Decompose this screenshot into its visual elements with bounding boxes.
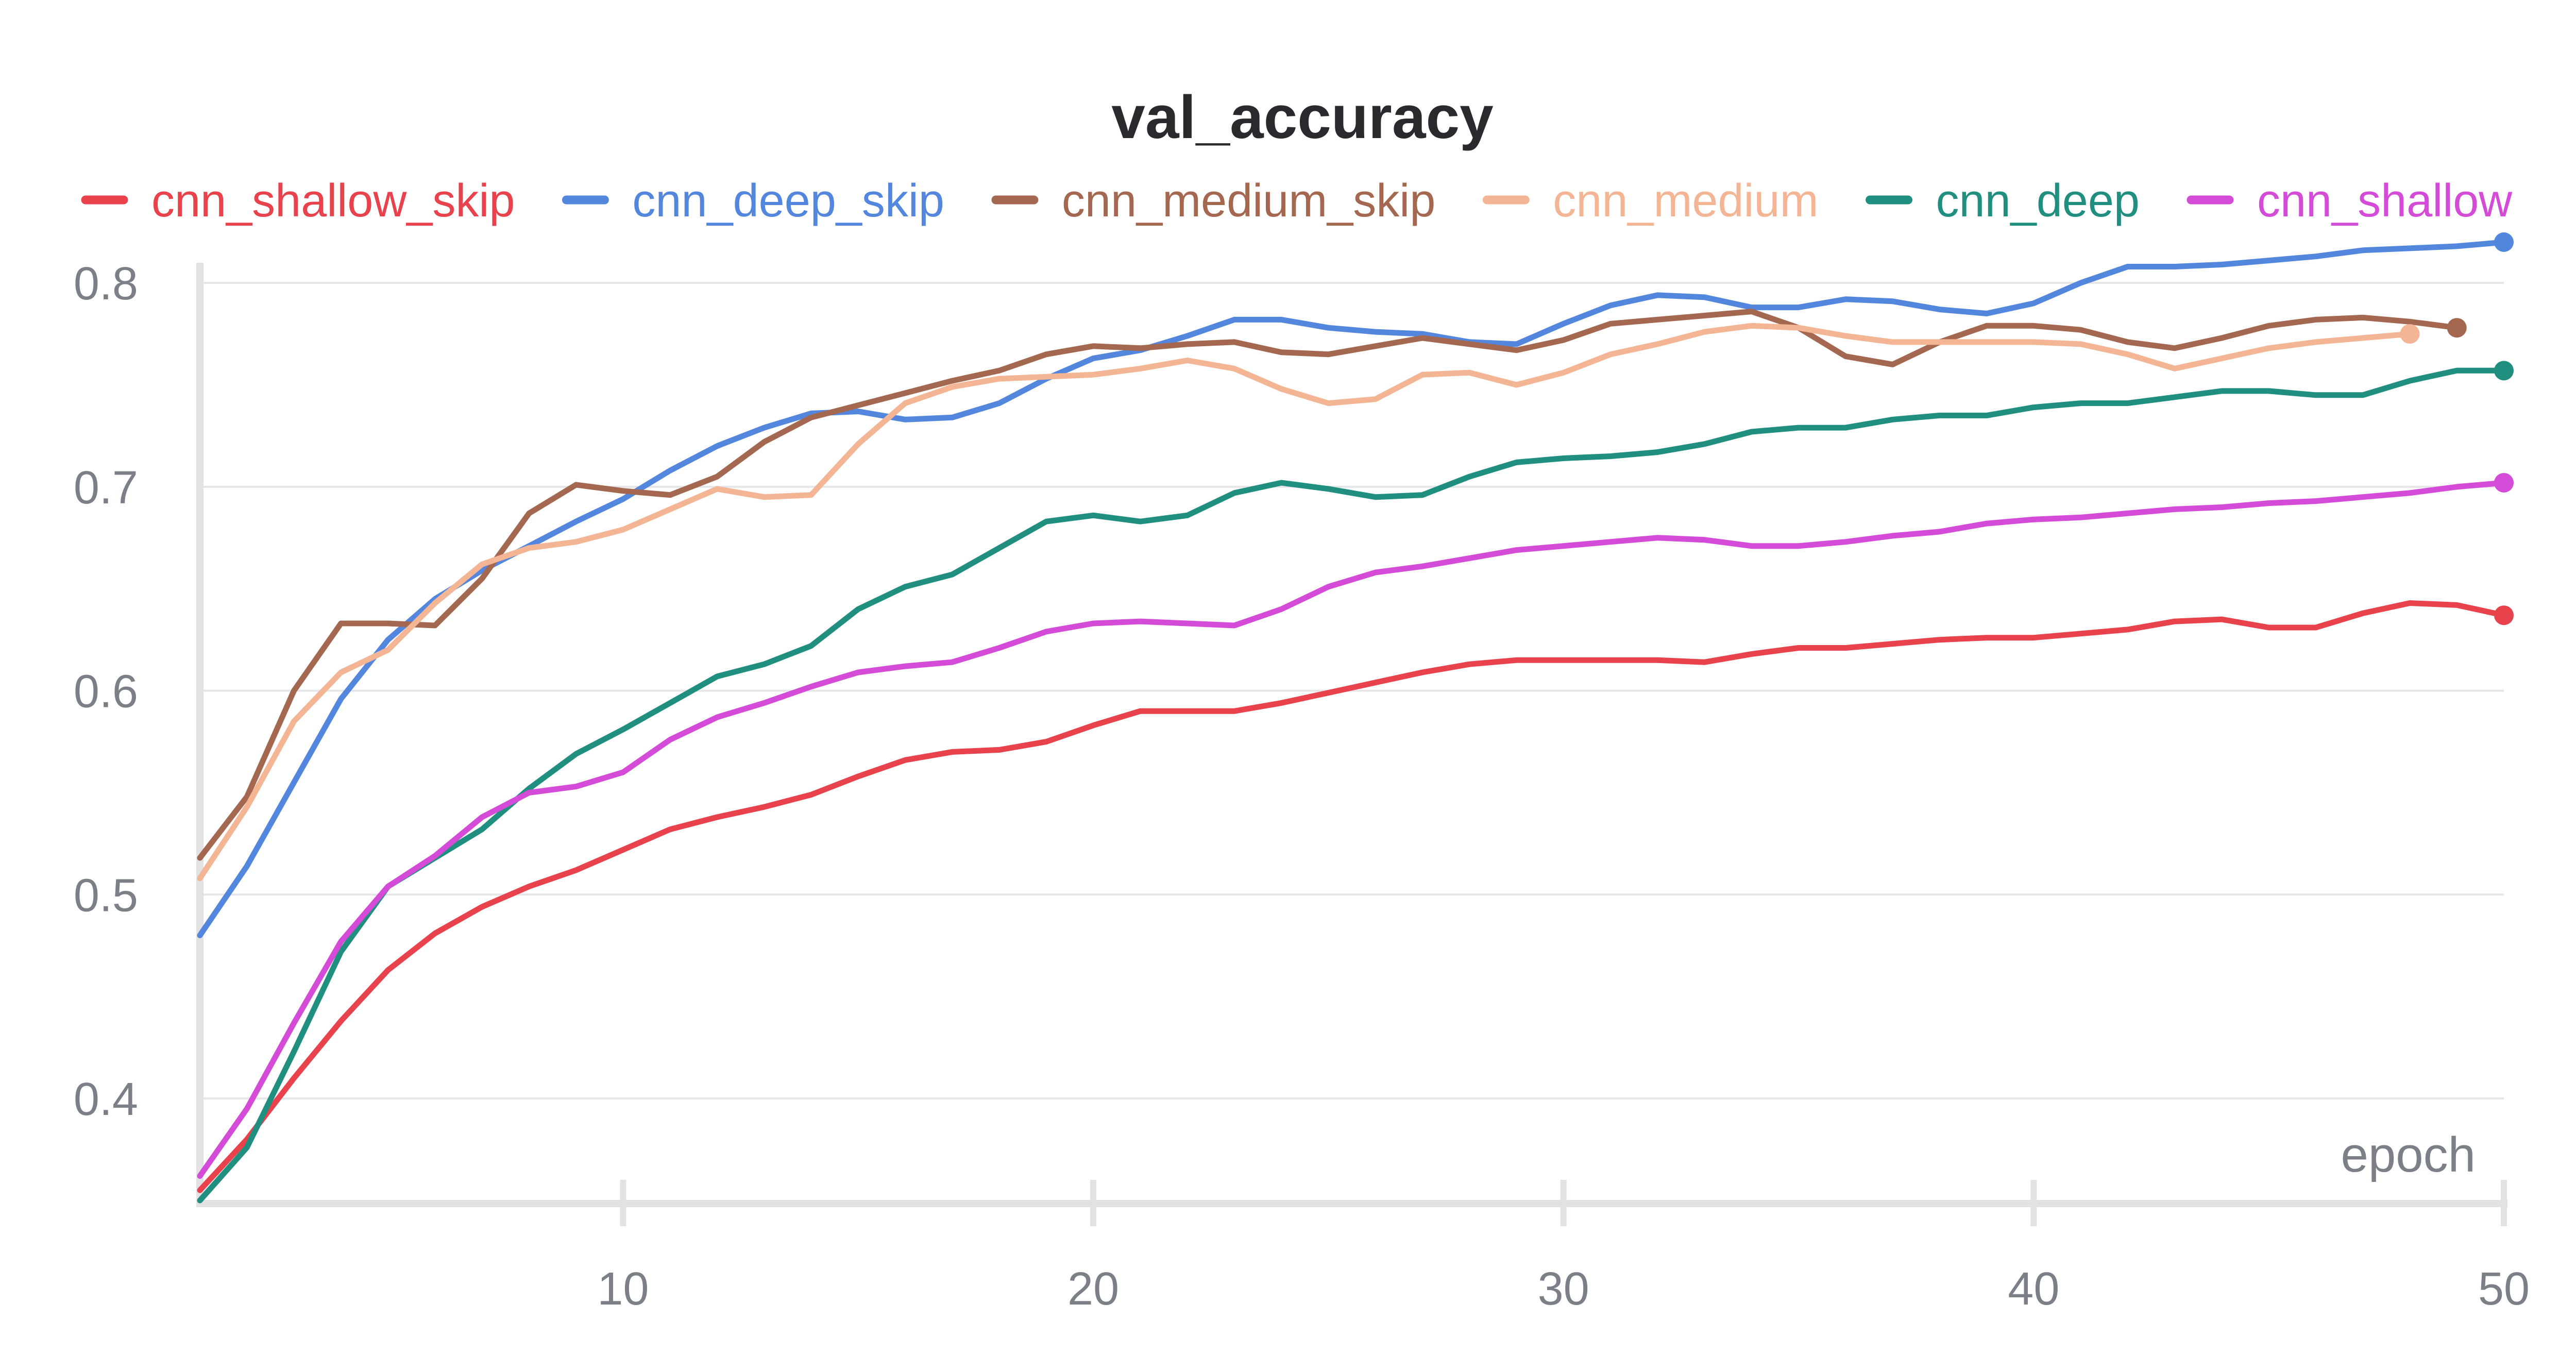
axes [196, 263, 2507, 1226]
series-end-marker-cnn-medium-skip [2447, 318, 2467, 338]
series-line-cnn-shallow-skip [197, 600, 2507, 1193]
y-tick-label: 0.4 [74, 1074, 138, 1125]
x-axis-label: epoch [2341, 1127, 2476, 1182]
legend[interactable]: cnn_shallow_skip cnn_deep_skip cnn_medium_… [81, 175, 2513, 227]
x-tick-label: 30 [1538, 1263, 1589, 1315]
series-line-cnn-shallow [197, 480, 2507, 1179]
series-cnn-medium [197, 323, 2420, 882]
legend-item-cnn-shallow[interactable]: cnn_shallow [2187, 175, 2513, 227]
series-end-marker-cnn-shallow [2494, 472, 2514, 493]
series-cnn-shallow-skip [197, 600, 2514, 1193]
series-line-cnn-medium-skip [197, 309, 2460, 861]
legend-label-cnn-medium: cnn_medium [1553, 175, 1818, 227]
x-tick-label: 10 [597, 1263, 649, 1315]
legend-label-cnn-medium-skip: cnn_medium_skip [1062, 175, 1435, 227]
series-cnn-deep-skip [197, 232, 2514, 938]
y-tick-labels: 0.4 0.5 0.6 0.7 0.8 [74, 258, 138, 1125]
series-end-marker-cnn-shallow-skip [2494, 605, 2514, 625]
x-tick-label: 40 [2008, 1263, 2059, 1315]
legend-item-cnn-deep-skip[interactable]: cnn_deep_skip [562, 175, 944, 227]
x-tick-label: 20 [1067, 1263, 1119, 1315]
legend-item-cnn-deep[interactable]: cnn_deep [1866, 175, 2140, 227]
series-cnn-shallow [197, 472, 2514, 1179]
legend-label-cnn-deep: cnn_deep [1936, 175, 2140, 227]
series-line-cnn-medium [197, 323, 2413, 882]
gridlines [200, 282, 2504, 1100]
y-tick-label: 0.5 [74, 870, 138, 921]
series-end-marker-cnn-deep-skip [2494, 232, 2514, 252]
y-tick-label: 0.8 [74, 258, 138, 310]
legend-item-cnn-medium-skip[interactable]: cnn_medium_skip [991, 175, 1435, 227]
legend-item-cnn-medium[interactable]: cnn_medium [1482, 175, 1819, 227]
legend-label-cnn-shallow-skip: cnn_shallow_skip [151, 175, 515, 227]
legend-label-cnn-shallow: cnn_shallow [2257, 175, 2513, 227]
y-tick-label: 0.6 [74, 666, 138, 718]
y-tick-label: 0.7 [74, 462, 138, 514]
series-group [197, 232, 2514, 1204]
series-cnn-deep [197, 361, 2514, 1204]
series-end-marker-cnn-deep [2494, 361, 2514, 381]
series-cnn-medium-skip [197, 309, 2467, 861]
series-end-marker-cnn-medium [2400, 324, 2420, 344]
chart-title: val_accuracy [1111, 83, 1493, 151]
series-line-cnn-deep-skip [197, 239, 2507, 938]
x-tick-labels: 10 20 30 40 50 [597, 1263, 2530, 1315]
series-line-cnn-deep [197, 367, 2507, 1204]
legend-label-cnn-deep-skip: cnn_deep_skip [632, 175, 944, 227]
legend-item-cnn-shallow-skip[interactable]: cnn_shallow_skip [81, 175, 515, 227]
x-tick-label: 50 [2478, 1263, 2530, 1315]
